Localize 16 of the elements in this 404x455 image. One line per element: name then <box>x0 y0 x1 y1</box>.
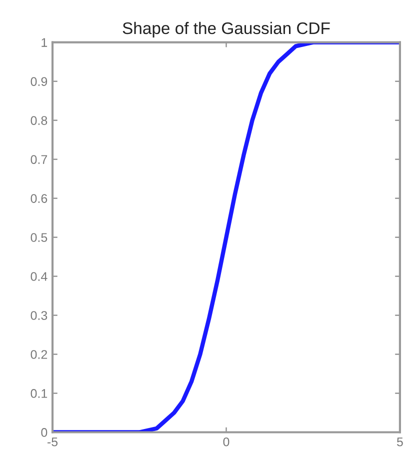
y-tick-label: 1 <box>42 38 48 47</box>
x-tick-label: 0 <box>223 437 230 446</box>
y-tick-label: 0.8 <box>30 116 48 125</box>
line-series <box>52 42 400 432</box>
y-tick-label: 0.7 <box>30 155 48 164</box>
y-tick-label: 0.3 <box>30 311 48 320</box>
y-tick-label: 0.9 <box>30 77 48 86</box>
y-tick-label: 0.1 <box>30 389 48 398</box>
y-tick-label: 0.2 <box>30 350 48 359</box>
y-tick-label: 0.5 <box>30 233 48 242</box>
chart-title: Shape of the Gaussian CDF <box>122 22 330 38</box>
y-tick-label: 0 <box>41 428 48 437</box>
y-tick-label: 0.6 <box>30 194 48 203</box>
y-tick-label: 0.4 <box>30 272 48 281</box>
x-tick-label: -5 <box>48 438 58 446</box>
x-tick-label: 5 <box>396 438 403 446</box>
